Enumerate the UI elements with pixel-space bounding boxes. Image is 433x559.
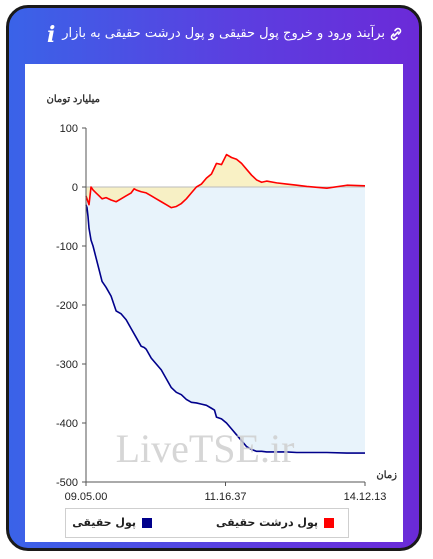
x-axis-label: زمان [376, 470, 397, 481]
big-real-money-line [85, 153, 366, 209]
real-money-area [86, 187, 365, 454]
widget-card: i برآیند ورود و خروج پول حقیقی و پول درش… [6, 5, 422, 551]
y-tick-label: 100 [60, 123, 78, 135]
y-tick-label: -300 [56, 359, 78, 371]
x-tick-label: 11.16.37 [204, 491, 246, 503]
widget-header: i برآیند ورود و خروج پول حقیقی و پول درش… [9, 8, 419, 66]
y-tick-label: -500 [56, 477, 78, 489]
y-tick-label: 0 [72, 182, 78, 194]
plot-area: 100 0 -100 -200 -300 -400 -500 09.05.00 11.16.37… [56, 123, 386, 503]
watermark: LiveTSE.ir [116, 426, 295, 471]
x-tick-label: 09.05.00 [65, 491, 108, 503]
real-money-line [85, 204, 365, 454]
y-tick-label: -200 [56, 300, 78, 312]
chart-legend: پول حقیقی پول درشت حقیقی [65, 508, 349, 538]
legend-swatch-real-money [142, 517, 152, 528]
widget-title: برآیند ورود و خروج پول حقیقی و پول درشت … [62, 26, 385, 41]
legend-swatch-big-real-money [324, 517, 334, 528]
info-icon[interactable]: i [47, 22, 56, 48]
big-real-money-area [86, 154, 365, 208]
y-tick-label: -400 [56, 418, 78, 430]
legend-label-real-money: پول حقیقی [72, 516, 136, 529]
link-icon[interactable] [389, 27, 403, 41]
legend-label-big-real-money: پول درشت حقیقی [215, 516, 318, 529]
y-tick-label: -100 [56, 241, 78, 253]
legend-item-big-real-money[interactable]: پول درشت حقیقی [216, 516, 334, 529]
y-axis-label: میلیارد تومان [46, 94, 100, 105]
area-chart: میلیارد تومان زمان 100 0 -100 -200 -300 -400 -… [46, 94, 397, 503]
chart-panel: میلیارد تومان زمان 100 0 -100 -200 -300 -400 -… [25, 64, 403, 542]
legend-item-real-money[interactable]: پول حقیقی [72, 516, 152, 529]
x-tick-label: 14.12.13 [344, 491, 387, 503]
